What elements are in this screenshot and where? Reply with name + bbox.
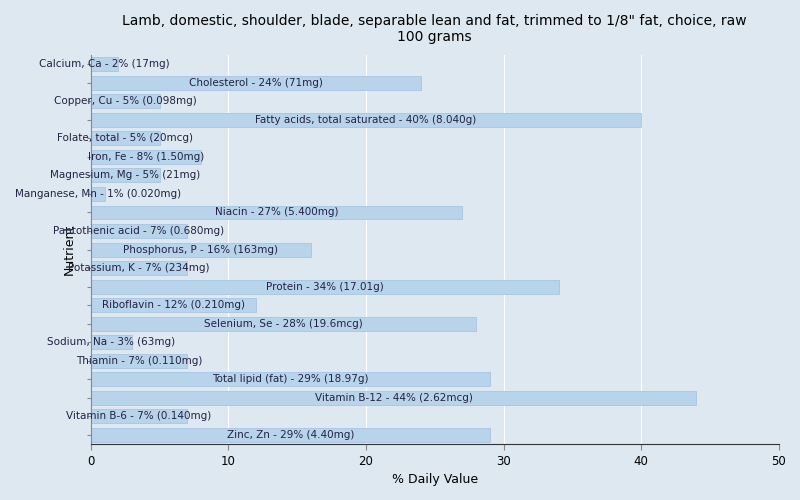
X-axis label: % Daily Value: % Daily Value: [392, 473, 478, 486]
Bar: [90, 391, 696, 405]
Bar: [90, 336, 132, 349]
Text: Selenium, Se - 28% (19.6mcg): Selenium, Se - 28% (19.6mcg): [204, 318, 362, 328]
Text: Pantothenic acid - 7% (0.680mg): Pantothenic acid - 7% (0.680mg): [54, 226, 225, 236]
Bar: [90, 76, 421, 90]
Bar: [90, 242, 311, 256]
Bar: [90, 410, 187, 424]
Text: Sodium, Na - 3% (63mg): Sodium, Na - 3% (63mg): [47, 337, 175, 347]
Text: Phosphorus, P - 16% (163mg): Phosphorus, P - 16% (163mg): [123, 244, 278, 254]
Text: Calcium, Ca - 2% (17mg): Calcium, Ca - 2% (17mg): [39, 59, 170, 69]
Bar: [90, 94, 159, 108]
Text: Total lipid (fat) - 29% (18.97g): Total lipid (fat) - 29% (18.97g): [212, 374, 369, 384]
Bar: [90, 316, 476, 330]
Bar: [90, 150, 201, 164]
Text: Manganese, Mn - 1% (0.020mg): Manganese, Mn - 1% (0.020mg): [14, 189, 181, 199]
Text: Niacin - 27% (5.400mg): Niacin - 27% (5.400mg): [214, 208, 338, 218]
Bar: [90, 261, 187, 275]
Text: Folate, total - 5% (20mcg): Folate, total - 5% (20mcg): [57, 134, 193, 143]
Bar: [90, 280, 558, 293]
Bar: [90, 354, 187, 368]
Text: Thiamin - 7% (0.110mg): Thiamin - 7% (0.110mg): [76, 356, 202, 366]
Bar: [90, 206, 462, 220]
Bar: [90, 372, 490, 386]
Bar: [90, 168, 159, 182]
Bar: [90, 428, 490, 442]
Bar: [90, 113, 641, 127]
Bar: [90, 132, 159, 145]
Bar: [90, 187, 105, 201]
Y-axis label: Nutrient: Nutrient: [63, 224, 76, 275]
Text: Protein - 34% (17.01g): Protein - 34% (17.01g): [266, 282, 383, 292]
Text: Potassium, K - 7% (234mg): Potassium, K - 7% (234mg): [68, 263, 210, 273]
Text: Zinc, Zn - 29% (4.40mg): Zinc, Zn - 29% (4.40mg): [226, 430, 354, 440]
Text: Fatty acids, total saturated - 40% (8.040g): Fatty acids, total saturated - 40% (8.04…: [255, 115, 477, 125]
Bar: [90, 298, 256, 312]
Bar: [90, 224, 187, 238]
Bar: [90, 58, 118, 71]
Text: Iron, Fe - 8% (1.50mg): Iron, Fe - 8% (1.50mg): [88, 152, 204, 162]
Text: Cholesterol - 24% (71mg): Cholesterol - 24% (71mg): [189, 78, 323, 88]
Text: Magnesium, Mg - 5% (21mg): Magnesium, Mg - 5% (21mg): [50, 170, 200, 180]
Text: Copper, Cu - 5% (0.098mg): Copper, Cu - 5% (0.098mg): [54, 96, 197, 106]
Text: Vitamin B-6 - 7% (0.140mg): Vitamin B-6 - 7% (0.140mg): [66, 412, 211, 422]
Text: Riboflavin - 12% (0.210mg): Riboflavin - 12% (0.210mg): [102, 300, 245, 310]
Title: Lamb, domestic, shoulder, blade, separable lean and fat, trimmed to 1/8" fat, ch: Lamb, domestic, shoulder, blade, separab…: [122, 14, 747, 44]
Text: Vitamin B-12 - 44% (2.62mcg): Vitamin B-12 - 44% (2.62mcg): [314, 393, 473, 403]
